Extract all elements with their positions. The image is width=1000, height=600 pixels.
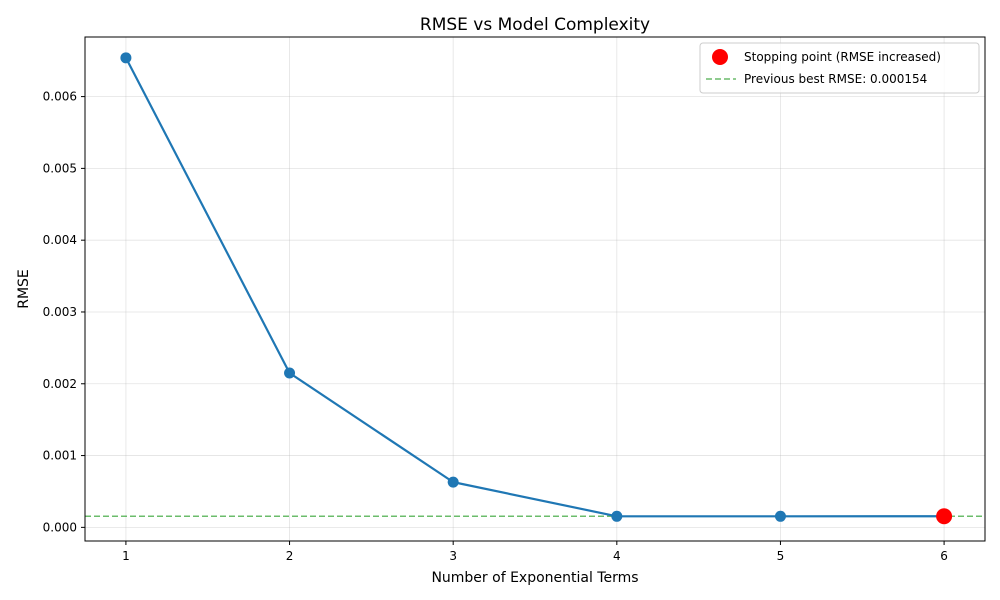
x-axis-ticks: 1 2 3 4 5 6 [122,541,948,563]
x-axis-label: Number of Exponential Terms [431,570,638,586]
y-tick-label: 0.006 [43,90,77,104]
y-tick-label: 0.003 [43,305,77,319]
legend-stopping-point-marker [712,49,728,65]
y-tick-label: 0.001 [43,449,77,463]
legend-reference-line-label: Previous best RMSE: 0.000154 [744,72,927,86]
rmse-data-point [120,52,132,64]
legend: Stopping point (RMSE increased) Previous… [699,42,980,94]
series-layer [120,52,950,522]
x-tick-label: 2 [286,549,294,563]
stopping-point-marker [936,508,953,525]
stopping-point-layer [936,508,953,525]
y-tick-label: 0.004 [43,233,77,247]
legend-stopping-point-label: Stopping point (RMSE increased) [744,50,941,64]
y-tick-label: 0.000 [43,520,77,534]
rmse-data-point [611,510,623,522]
x-tick-label: 1 [122,549,130,563]
y-tick-label: 0.002 [43,377,77,391]
x-tick-label: 5 [777,549,785,563]
x-tick-label: 3 [449,549,457,563]
y-tick-label: 0.005 [43,161,77,175]
rmse-data-point [447,476,459,488]
rmse-data-point [774,510,786,522]
rmse-series-line [124,57,945,518]
plot-frame [84,36,986,542]
y-axis-label: RMSE [16,269,32,309]
x-tick-label: 6 [940,549,948,563]
x-tick-label: 4 [613,549,621,563]
y-axis-ticks: 0.000 0.001 0.002 0.003 0.004 0.005 0.006 [43,90,85,534]
grid [85,37,985,541]
legend-box [699,42,980,94]
chart-title: RMSE vs Model Complexity [420,15,650,35]
rmse-data-point [284,367,296,379]
